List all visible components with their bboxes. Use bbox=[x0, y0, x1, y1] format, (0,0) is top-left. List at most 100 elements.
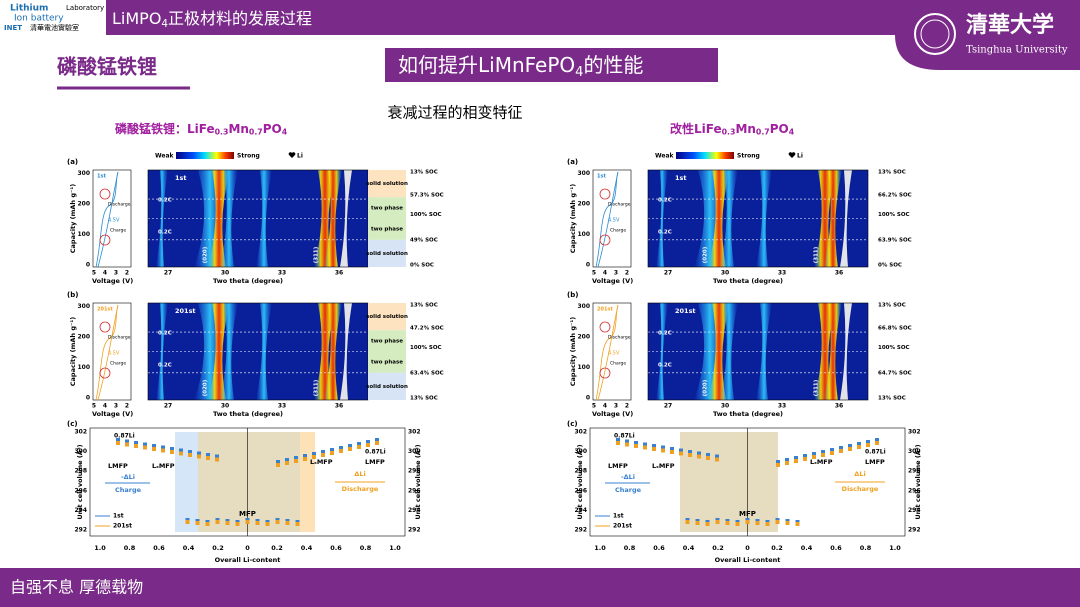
marker bbox=[116, 438, 120, 442]
peak-label: (311) bbox=[814, 379, 820, 396]
x-tick-label: 2 bbox=[625, 270, 629, 277]
marker bbox=[303, 457, 307, 461]
marker bbox=[765, 522, 770, 526]
peak-label: (020) bbox=[203, 246, 209, 263]
x-axis-title: Voltage (V) bbox=[592, 410, 633, 418]
figure-title-part: PO bbox=[263, 122, 282, 136]
marker bbox=[116, 441, 120, 445]
y-tick-label: 296 bbox=[908, 487, 921, 494]
marker bbox=[125, 442, 129, 447]
phase-box bbox=[368, 170, 406, 198]
university-seal bbox=[914, 13, 956, 55]
x-tick-label: 0 bbox=[245, 544, 250, 552]
marker bbox=[152, 447, 156, 451]
panel-label: (c) bbox=[67, 420, 78, 428]
figure-title-part: PO bbox=[770, 122, 789, 136]
figure-title-part: Mn bbox=[735, 122, 755, 136]
colorbar-label: Weak bbox=[655, 153, 675, 160]
x-axis-title: Voltage (V) bbox=[92, 277, 133, 285]
annotation: Discharge bbox=[842, 485, 879, 493]
marker bbox=[821, 453, 825, 457]
annotation: 0.87Li bbox=[365, 449, 386, 456]
x-tick-label: 0.2 bbox=[271, 544, 283, 552]
peak-label: (020) bbox=[203, 379, 209, 396]
marker bbox=[625, 442, 629, 447]
legend-label: 1st bbox=[613, 513, 624, 520]
marker bbox=[348, 444, 352, 448]
phase-box bbox=[368, 372, 406, 400]
voltage-curve bbox=[97, 171, 119, 268]
y-tick-label: 302 bbox=[908, 429, 921, 436]
footer-bar bbox=[0, 568, 1080, 607]
marker bbox=[794, 459, 798, 463]
marker bbox=[285, 521, 290, 525]
marker bbox=[688, 453, 692, 457]
x-tick-label: 4 bbox=[603, 403, 607, 410]
marker bbox=[195, 521, 200, 525]
y-tick-label: 302 bbox=[408, 429, 421, 436]
x-tick-label: 27 bbox=[664, 403, 672, 410]
marker bbox=[294, 456, 298, 460]
y-tick-label: 296 bbox=[574, 487, 587, 494]
marker bbox=[795, 522, 800, 526]
y-tick-label: 300 bbox=[574, 448, 587, 455]
soc-label: 66.8% SOC bbox=[878, 326, 912, 332]
highlight-circle bbox=[599, 188, 611, 200]
panel-label: (b) bbox=[67, 291, 78, 299]
marker bbox=[170, 450, 174, 454]
x-tick-label: 3 bbox=[114, 403, 118, 410]
marker bbox=[803, 457, 807, 461]
marker bbox=[339, 446, 343, 450]
marker bbox=[685, 520, 690, 524]
figure-title-subscript: 0.3 bbox=[722, 128, 736, 137]
marker bbox=[848, 444, 852, 448]
marker bbox=[794, 456, 798, 460]
marker bbox=[206, 456, 210, 460]
headline: 如何提升LiMnFePO4的性能 bbox=[398, 53, 643, 80]
peak-label: (311) bbox=[314, 246, 320, 263]
marker bbox=[839, 446, 843, 450]
x-tick-label: 3 bbox=[114, 270, 118, 277]
curve-label: Charge bbox=[610, 361, 626, 367]
marker bbox=[179, 451, 183, 456]
figure-title-part: 磷酸锰铁锂：LiFe bbox=[115, 121, 215, 136]
x-tick-label: 1.0 bbox=[889, 544, 901, 552]
x-tick-label: 5 bbox=[592, 270, 596, 277]
x-tick-label: 27 bbox=[664, 270, 672, 277]
panel-label: (c) bbox=[567, 420, 578, 428]
y-tick-label: 100 bbox=[577, 231, 590, 238]
x-tick-label: 4 bbox=[103, 403, 107, 410]
highlight-circle bbox=[99, 321, 111, 333]
marker bbox=[125, 439, 129, 444]
phase-box bbox=[368, 239, 406, 267]
x-tick-label: 36 bbox=[835, 403, 843, 410]
marker bbox=[670, 450, 674, 454]
soc-label: 66.2% SOC bbox=[878, 193, 912, 199]
marker bbox=[830, 451, 834, 455]
marker bbox=[652, 447, 656, 451]
marker bbox=[276, 460, 280, 464]
shade bbox=[198, 432, 300, 532]
marker bbox=[321, 450, 325, 454]
marker bbox=[776, 463, 780, 467]
figure-title-part: 改性LiFe bbox=[670, 121, 722, 136]
soc-label: 13% SOC bbox=[410, 169, 438, 175]
marker bbox=[776, 460, 780, 464]
curve-label: 4.5V bbox=[608, 351, 620, 357]
university-seal bbox=[920, 19, 950, 49]
rate-label: 0.2C bbox=[158, 331, 172, 337]
header-title-subscript: 4 bbox=[161, 18, 168, 30]
legend-label: 201st bbox=[113, 523, 132, 530]
y-tick-label: 200 bbox=[577, 334, 590, 341]
annotation: Charge bbox=[615, 486, 642, 494]
y-tick-label: 300 bbox=[77, 303, 90, 310]
y-tick-label: 294 bbox=[908, 507, 921, 514]
marker bbox=[185, 520, 190, 524]
marker bbox=[735, 522, 740, 526]
rate-label: 0.2C bbox=[658, 198, 672, 204]
x-axis-title: Two theta (degree) bbox=[713, 410, 783, 418]
headline-subscript: 4 bbox=[575, 65, 583, 80]
x-tick-label: 36 bbox=[335, 270, 343, 277]
x-tick-label: 1.0 bbox=[389, 544, 401, 552]
